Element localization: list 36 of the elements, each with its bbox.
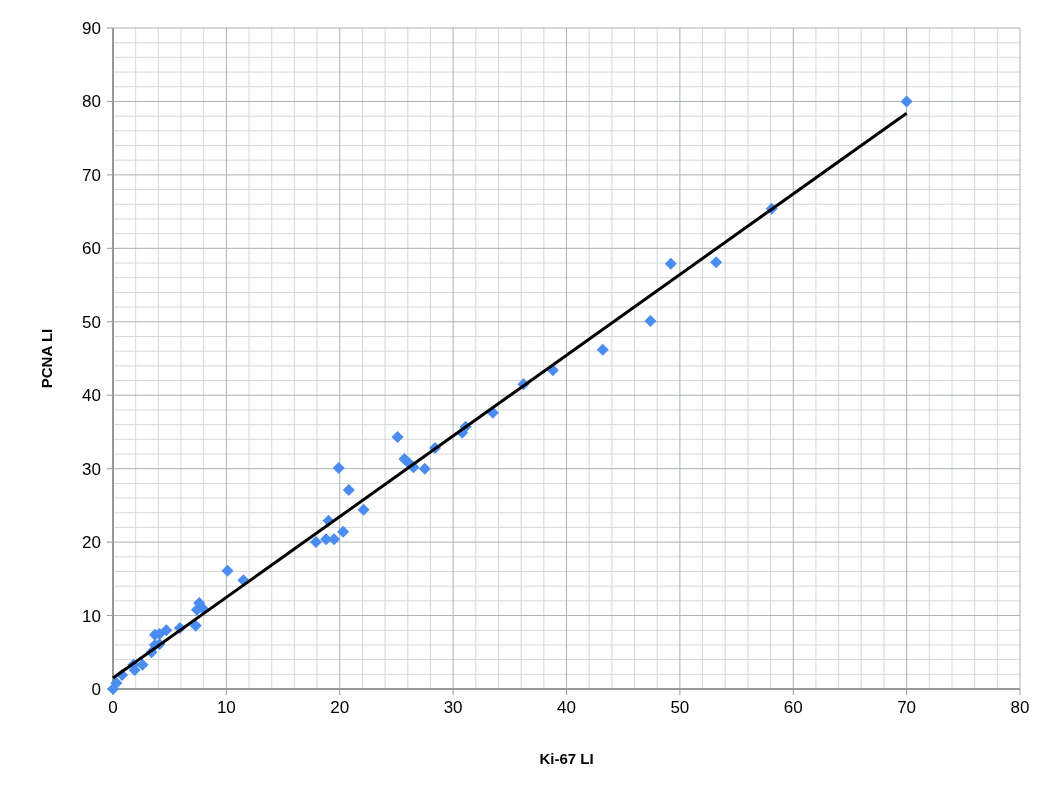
x-tick-label: 20	[330, 698, 350, 717]
point	[357, 503, 370, 516]
y-tick-label: 20	[82, 533, 101, 553]
x-tick-label: 30	[443, 698, 463, 717]
y-tick-label: 70	[82, 165, 101, 185]
y-tick-label: 80	[82, 92, 101, 112]
point	[160, 624, 173, 637]
point	[342, 483, 355, 496]
point	[418, 462, 431, 475]
point	[596, 343, 609, 356]
point	[332, 461, 345, 474]
x-tick-label: 10	[216, 698, 236, 717]
y-tick-label: 30	[82, 459, 101, 479]
point	[664, 257, 677, 270]
point	[391, 431, 404, 444]
x-tick-label: 70	[897, 698, 917, 717]
y-tick-label: 10	[82, 606, 101, 626]
point	[644, 315, 657, 328]
y-tick-label: 0	[91, 679, 101, 699]
point	[900, 95, 913, 108]
x-tick-label: 50	[670, 698, 690, 717]
point	[221, 564, 234, 577]
y-tick-label: 50	[82, 312, 101, 332]
x-tick-label: 0	[108, 698, 118, 717]
y-tick-label: 60	[82, 239, 101, 259]
y-axis-title: PCNA LI	[38, 328, 55, 389]
x-tick-label: 80	[1010, 698, 1030, 717]
y-tick-label: 40	[82, 386, 101, 406]
point	[189, 619, 202, 632]
point	[337, 525, 350, 538]
x-tick-label: 60	[783, 698, 803, 717]
point	[710, 256, 723, 269]
x-axis-title: Ki-67 LI	[539, 750, 594, 767]
x-tick-label: 40	[557, 698, 576, 717]
y-tick-label: 90	[82, 18, 101, 38]
point	[309, 536, 322, 549]
